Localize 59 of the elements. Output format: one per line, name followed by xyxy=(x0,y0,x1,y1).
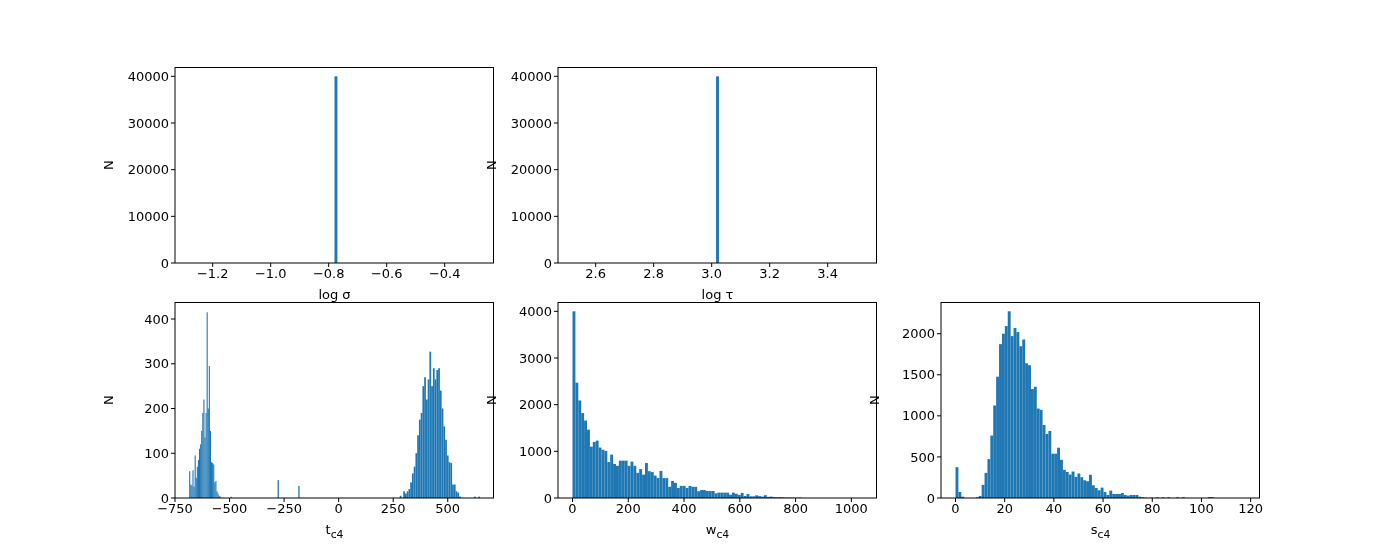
x-tick-label: 80 xyxy=(1144,501,1161,517)
y-tick-label: 40000 xyxy=(510,68,552,84)
x-axis-title: w$_{c4}$ xyxy=(704,522,731,542)
x-tick-label: 3.2 xyxy=(759,266,781,282)
y-tick-label: 30000 xyxy=(510,115,552,131)
y-tick-label: 20000 xyxy=(510,162,552,178)
y-tick-label: 4000 xyxy=(518,303,552,319)
x-tick-label: 0 xyxy=(568,501,577,517)
y-axis-title: N xyxy=(101,394,117,407)
y-tick-label: 2000 xyxy=(901,326,935,342)
y-tick-label: 10000 xyxy=(510,208,552,224)
x-tick-label: 100 xyxy=(1189,501,1214,517)
x-tick-label: 3.0 xyxy=(701,266,723,282)
x-axis-title: log τ xyxy=(700,287,735,302)
y-tick-label: 0 xyxy=(543,490,552,506)
y-tick-label: 3000 xyxy=(518,350,552,366)
y-tick-label: 300 xyxy=(144,356,169,372)
x-tick-label: −0.4 xyxy=(428,266,461,282)
x-tick-label: 500 xyxy=(435,501,461,517)
y-tick-label: 500 xyxy=(910,449,935,465)
x-tick-label: 2.6 xyxy=(585,266,607,282)
x-tick-label: 2.8 xyxy=(643,266,665,282)
x-tick-label: 600 xyxy=(727,501,753,517)
x-tick-label: 3.4 xyxy=(817,266,839,282)
y-tick-label: 40000 xyxy=(127,68,169,84)
x-tick-label: −250 xyxy=(266,501,302,517)
x-tick-label: 250 xyxy=(380,501,406,517)
x-tick-label: 1000 xyxy=(834,501,868,517)
x-tick-label: 0 xyxy=(334,501,343,517)
y-tick-label: 100 xyxy=(144,445,169,461)
y-axis-title: N xyxy=(101,159,117,172)
y-tick-label: 0 xyxy=(926,490,935,506)
x-tick-label: −500 xyxy=(211,501,248,517)
x-tick-label: 800 xyxy=(783,501,808,517)
y-tick-label: 0 xyxy=(160,255,169,271)
y-tick-label: 400 xyxy=(144,311,169,327)
x-axis-title: s$_{c4}$ xyxy=(1089,522,1112,542)
y-tick-label: 1500 xyxy=(901,367,935,383)
x-tick-label: 400 xyxy=(671,501,697,517)
x-tick-label: 120 xyxy=(1238,501,1264,517)
y-tick-label: 30000 xyxy=(127,115,169,131)
y-tick-label: 20000 xyxy=(127,162,169,178)
x-tick-label: 40 xyxy=(1045,501,1063,517)
x-tick-label: −1.2 xyxy=(196,266,229,282)
y-tick-label: 200 xyxy=(144,401,169,417)
x-axis-title: log σ xyxy=(317,287,352,302)
y-tick-label: 2000 xyxy=(518,397,552,413)
y-tick-label: 0 xyxy=(543,255,552,271)
y-tick-label: 10000 xyxy=(127,208,169,224)
x-tick-label: 0 xyxy=(951,501,960,517)
x-axis-title: t$_{c4}$ xyxy=(324,522,345,542)
x-tick-label: −1.0 xyxy=(254,266,287,282)
x-tick-label: 200 xyxy=(615,501,641,517)
x-tick-label: −0.8 xyxy=(312,266,345,282)
x-tick-label: −0.6 xyxy=(370,266,403,282)
y-tick-label: 1000 xyxy=(518,443,552,459)
y-tick-label: 1000 xyxy=(901,408,935,424)
x-tick-label: 20 xyxy=(996,501,1013,517)
x-tick-label: 60 xyxy=(1094,501,1112,517)
